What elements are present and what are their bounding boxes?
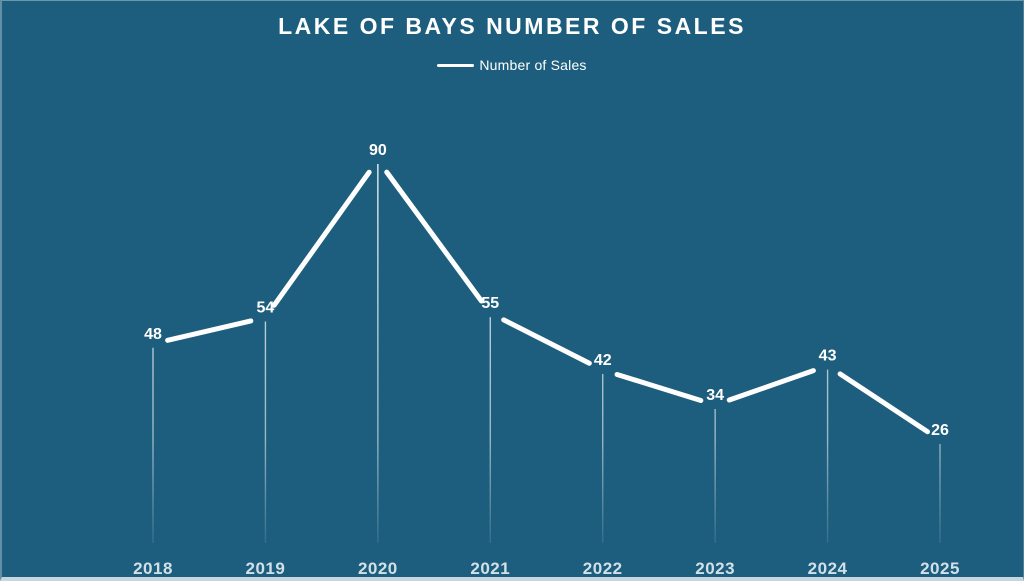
- line-segment: [165, 318, 254, 343]
- data-point-label: 26: [931, 422, 949, 439]
- legend: Number of Sales: [0, 57, 1024, 73]
- data-point-label: 42: [594, 352, 612, 369]
- data-point-label: 90: [369, 142, 387, 159]
- line-segment: [837, 371, 930, 435]
- x-axis-label: 2025: [920, 559, 960, 578]
- data-point-label: 55: [481, 295, 499, 312]
- line-segment: [384, 169, 484, 304]
- data-point-label: 34: [706, 387, 724, 404]
- data-point-label: 54: [257, 300, 275, 317]
- line-segment: [614, 371, 704, 404]
- x-axis-label: 2019: [246, 559, 286, 578]
- x-axis-label: 2018: [133, 559, 173, 578]
- data-point-label: 43: [819, 348, 837, 365]
- x-axis-label: 2023: [695, 559, 735, 578]
- x-axis-label: 2024: [808, 559, 848, 578]
- data-point-label: 48: [144, 326, 162, 343]
- line-segment: [271, 169, 372, 308]
- chart-title: LAKE OF BAYS NUMBER OF SALES: [278, 13, 746, 39]
- line-segment: [726, 368, 816, 403]
- x-axis-label: 2020: [358, 559, 398, 578]
- legend-line-icon: [437, 63, 475, 67]
- legend-label: Number of Sales: [479, 57, 587, 73]
- x-axis-label: 2022: [583, 559, 623, 578]
- line-segment: [501, 317, 592, 366]
- x-axis-label: 2021: [470, 559, 510, 578]
